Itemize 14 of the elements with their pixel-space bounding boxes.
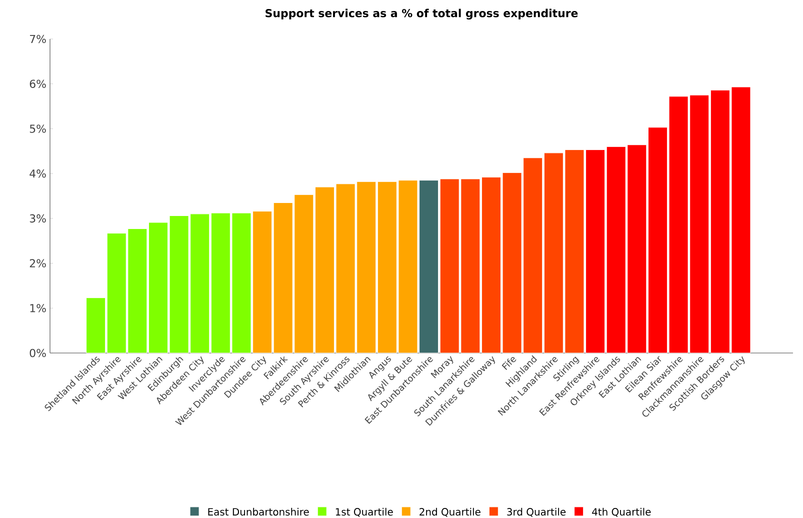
legend-label: 1st Quartile	[336, 508, 393, 517]
y-tick-label: 2%	[30, 259, 46, 268]
y-tick-label: 5%	[30, 124, 46, 133]
y-tick-label: 6%	[30, 80, 46, 88]
legend-label: East Dunbartonshire	[208, 508, 309, 516]
y-tick-label: 7%	[30, 34, 46, 44]
y-tick-label: 4%	[30, 169, 46, 178]
chart-title: Support services as a % of total gross expenditure	[266, 8, 578, 20]
legend-label: 2nd Quartile	[420, 508, 480, 517]
legend-label: 3rd Quartile	[507, 508, 566, 517]
y-tick-label: 1%	[30, 304, 46, 312]
y-tick-label: 3%	[30, 214, 46, 223]
y-tick-label: 0%	[30, 348, 46, 358]
legend-label: 4th Quartile	[592, 508, 651, 517]
